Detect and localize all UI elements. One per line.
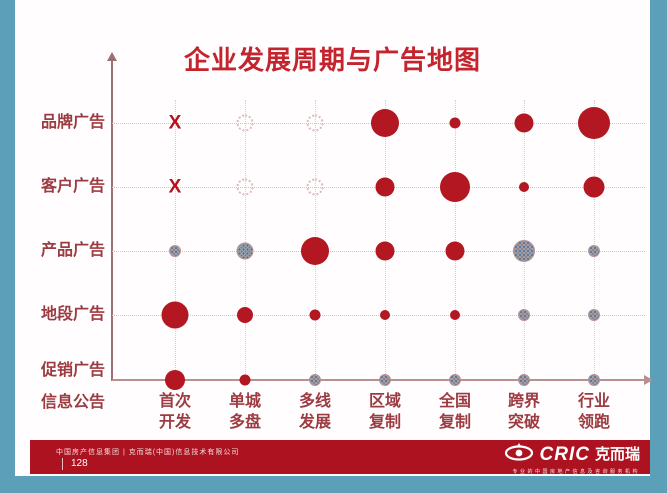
bubble-hollow [306,178,324,196]
bubble-red [450,310,460,320]
cric-eye-icon [503,442,535,467]
bubble-gray [518,309,530,321]
bubble-gray [513,240,535,262]
page-number: 128 [62,458,88,470]
x-axis-line [112,379,645,381]
y-axis-label: 客户广告 [40,178,105,195]
cric-tagline: 专业的中国房地产信息及咨询服务机构 [512,469,640,475]
bubble-red [239,374,251,386]
bubble-red [371,109,399,137]
x-axis-label: 单城 多盘 [228,393,261,431]
bubble-gray [379,374,391,386]
x-mark: X [168,176,182,198]
bubble-red [301,237,329,265]
bubble-red [380,310,390,320]
y-axis-line [111,60,113,381]
bubble-red [578,107,610,139]
x-axis-label: 首次 开发 [158,393,191,431]
bubble-gray [588,245,600,257]
bubble-red [375,177,395,197]
bubble-matrix-chart: 品牌广告客户广告产品广告地段广告促销广告信息公告 首次 开发 单城 多盘 多线 发展 区… [15,0,653,476]
bubble-red [519,182,529,192]
x-axis-label: 全国 复制 [438,393,471,431]
bubble-red [583,176,605,198]
x-axis-label: 多线 发展 [298,393,331,431]
x-axis-label: 行业 领跑 [577,393,610,431]
cric-logo: CRIC 克而瑞 专业的中国房地产信息及咨询服务机构 [503,442,640,475]
gridline-vertical [385,100,386,380]
cric-wordmark: CRIC [539,443,590,465]
bubble-hollow [306,114,324,132]
bubble-gray [309,374,321,386]
bubble-red [309,309,321,321]
bubble-hollow [236,114,254,132]
bubble-red [375,241,395,261]
bubble-red [161,301,189,329]
bubble-red [237,307,253,323]
bubble-hollow [236,178,254,196]
x-axis-label: 区域 复制 [368,393,401,431]
y-axis-label: 地段广告 [40,306,105,323]
y-axis-label: 信息公告 [40,394,105,411]
y-axis-label: 产品广告 [40,242,105,259]
x-axis-arrow-icon [644,375,653,385]
x-mark: X [168,112,182,134]
bubble-red [440,172,470,202]
bubble-red [514,113,534,133]
y-axis-label: 促销广告 [40,362,105,379]
footer-bar: 中国房产信息集团 | 克而瑞(中国)信息技术有限公司 128 CRIC 克而瑞 … [30,440,650,475]
bubble-gray [588,374,600,386]
gridline-vertical [594,100,595,380]
y-axis-label: 品牌广告 [40,114,105,131]
slide-canvas: 企业发展周期与广告地图 品牌广告客户广告产品广告地段广告促销广告信息公告 首次 开… [15,0,653,476]
gridline-vertical [455,100,456,380]
bubble-red [445,241,465,261]
bubble-gray [518,374,530,386]
gridline-vertical [175,100,176,380]
cric-chinese-name: 克而瑞 [594,445,640,463]
y-axis-arrow-icon [107,52,117,61]
chart-title: 企业发展周期与广告地图 [183,45,481,75]
bubble-gray [588,309,600,321]
x-axis-label: 跨界 突破 [507,393,540,431]
bubble-gray [169,245,181,257]
bubble-red [165,370,185,390]
gridline-vertical [245,100,246,380]
bubble-gray [236,242,254,260]
gridline-horizontal [112,315,645,316]
bubble-red [449,117,461,129]
footer-source-text: 中国房产信息集团 | 克而瑞(中国)信息技术有限公司 [56,449,240,456]
bubble-gray [449,374,461,386]
